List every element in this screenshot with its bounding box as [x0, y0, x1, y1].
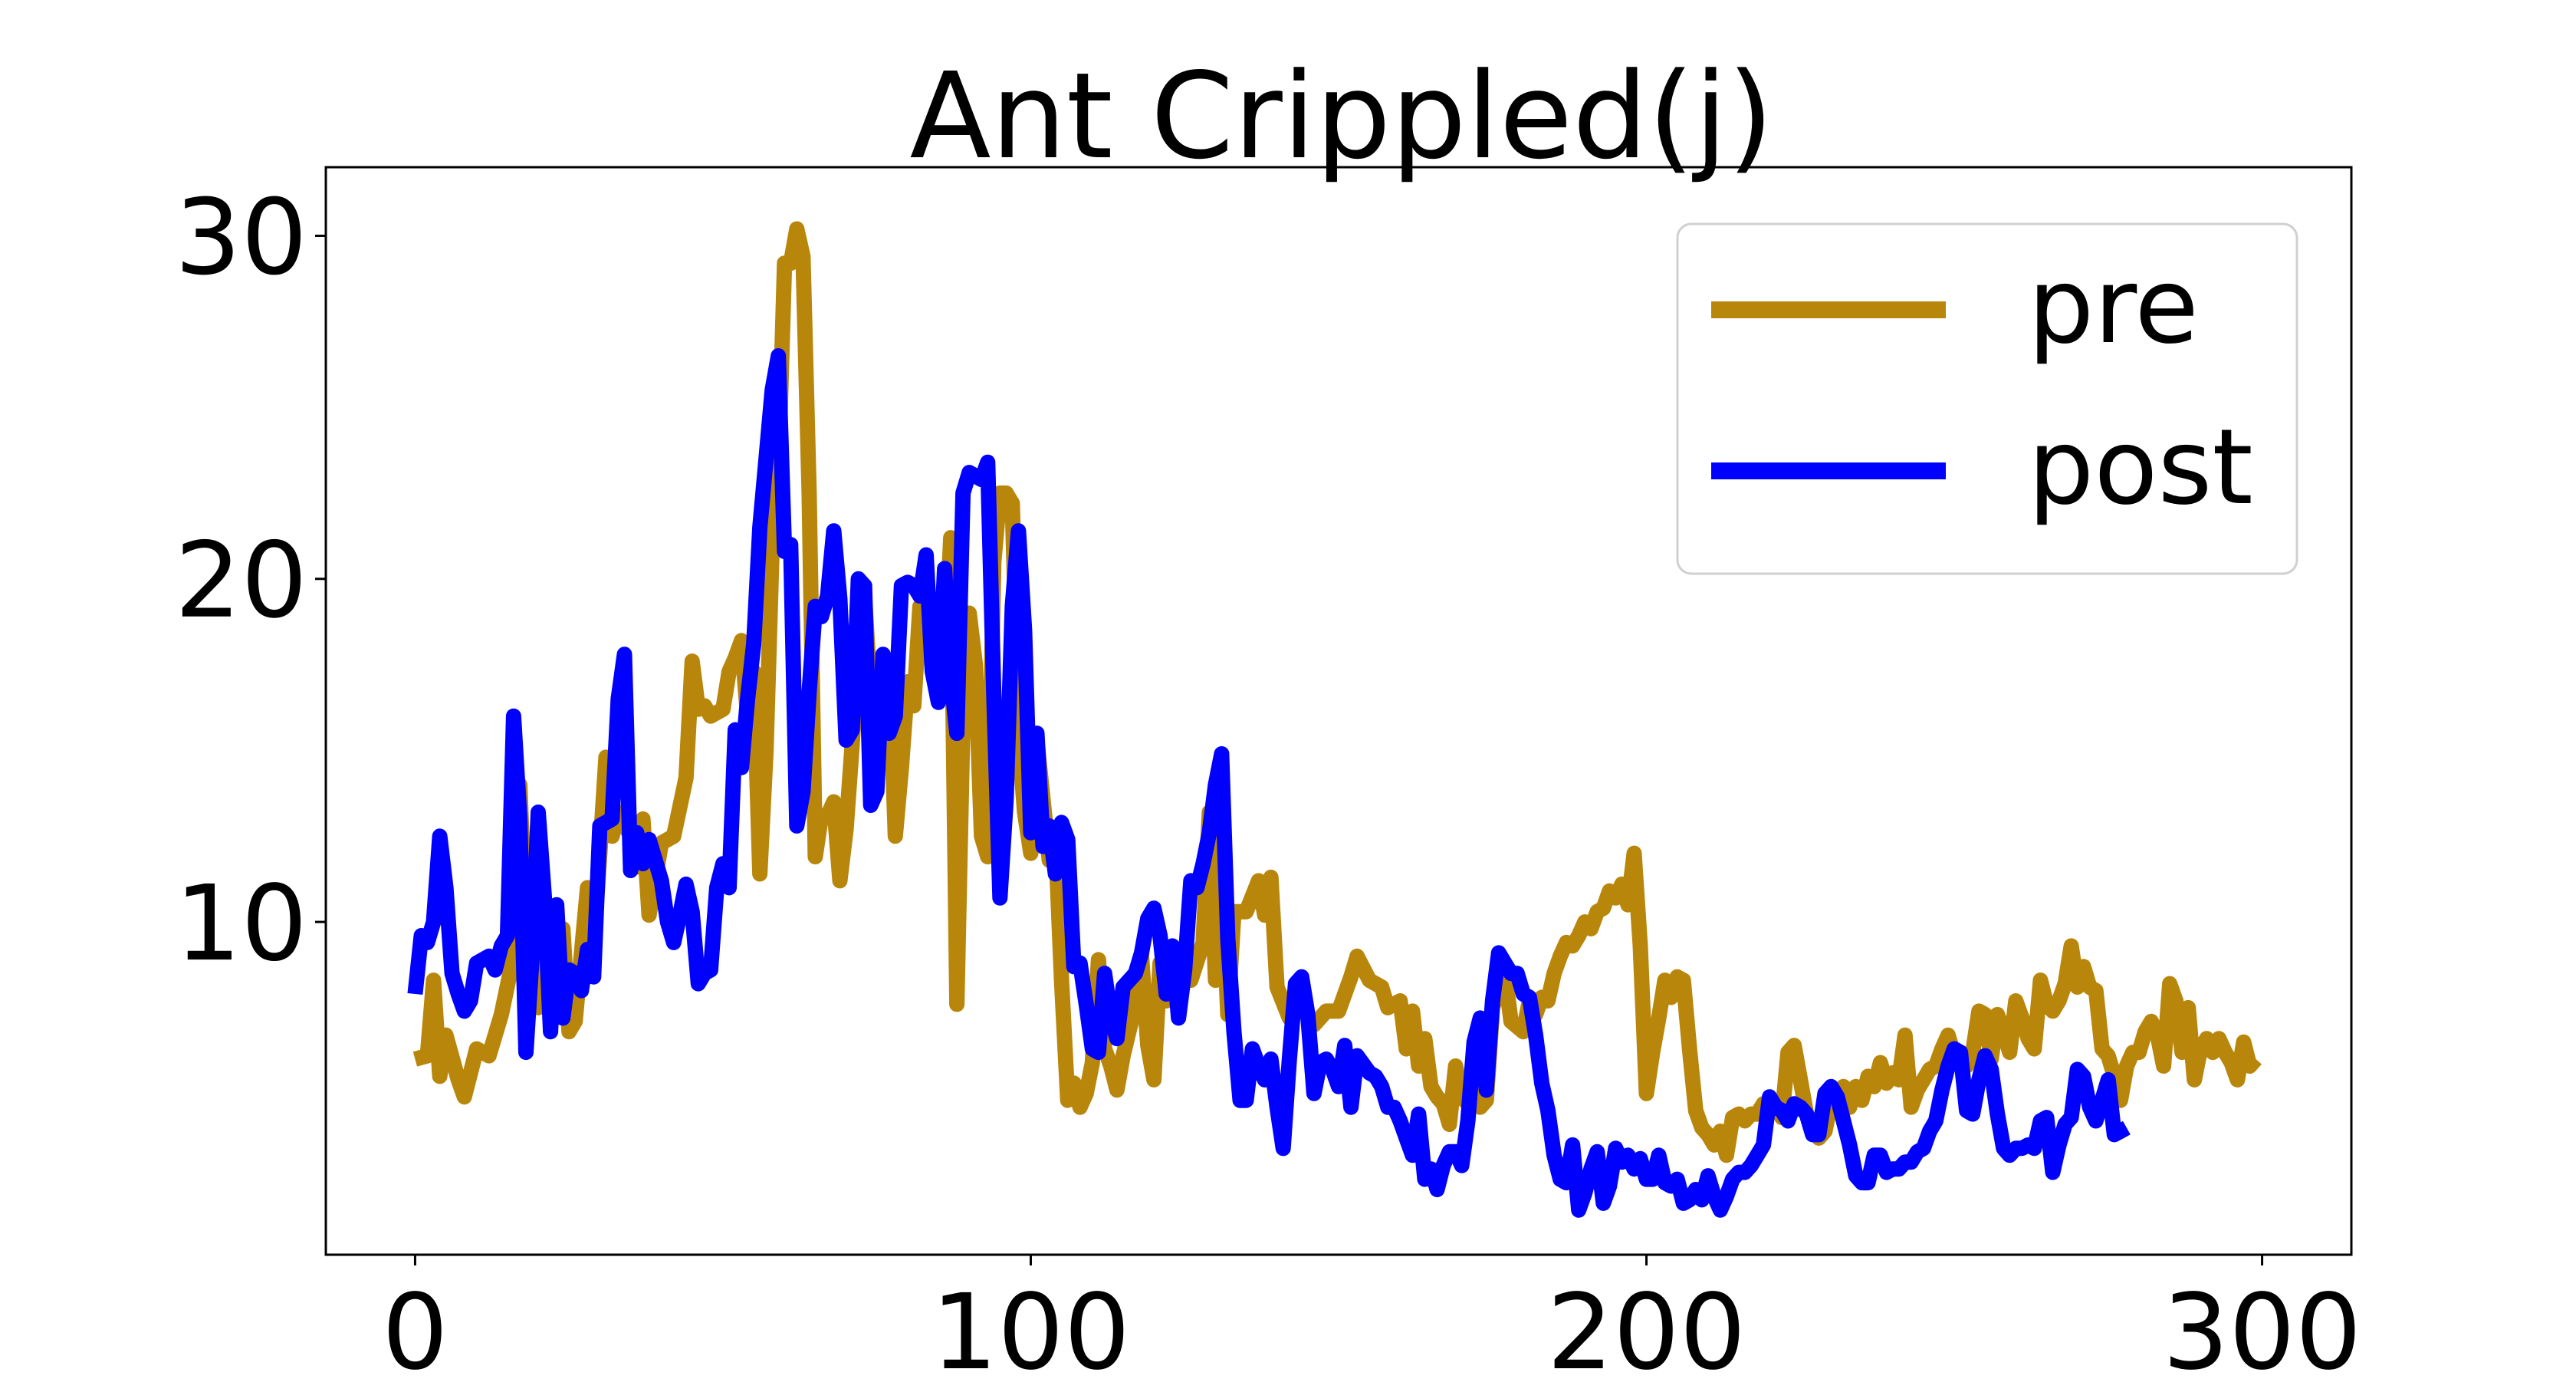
x-tick-label: 0 — [382, 1272, 449, 1388]
y-tick-label: 30 — [175, 177, 307, 298]
legend-label-pre: pre — [2028, 246, 2199, 367]
series-lines — [407, 221, 2262, 1218]
plot-frame — [324, 166, 2353, 1256]
chart-title: Ant Crippled(j) — [910, 47, 1774, 186]
legend: pre post — [1676, 222, 2298, 575]
y-tick-label: 10 — [175, 864, 307, 985]
x-tick-label: 100 — [932, 1272, 1131, 1388]
y-tick-label: 20 — [175, 521, 307, 642]
axis-ticks: 0 100 200 300 10 20 30 — [175, 177, 2362, 1392]
series-line-pre — [412, 221, 2262, 1163]
series-line-post — [407, 348, 2131, 1218]
x-tick-label: 200 — [1547, 1272, 1746, 1388]
x-tick-label: 300 — [2163, 1272, 2362, 1388]
legend-label-post: post — [2028, 407, 2253, 528]
